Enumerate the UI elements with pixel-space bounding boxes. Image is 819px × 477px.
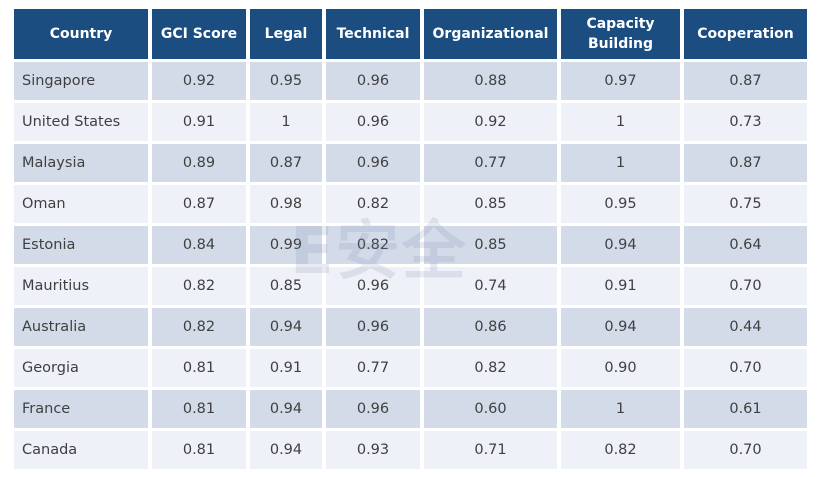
score-cell: 0.60 [424, 390, 557, 428]
table-row: Malaysia 0.89 0.87 0.96 0.77 1 0.87 [14, 144, 807, 182]
score-cell: 0.85 [250, 267, 322, 305]
score-cell: 0.82 [326, 185, 420, 223]
score-cell: 0.85 [424, 185, 557, 223]
header-cell: Technical [326, 9, 420, 59]
score-cell: 0.98 [250, 185, 322, 223]
table-row: Australia 0.82 0.94 0.96 0.86 0.94 0.44 [14, 308, 807, 346]
score-cell: 0.86 [424, 308, 557, 346]
score-cell: 0.82 [424, 349, 557, 387]
score-cell: 0.89 [152, 144, 246, 182]
score-cell: 1 [561, 390, 680, 428]
table-row: France 0.81 0.94 0.96 0.60 1 0.61 [14, 390, 807, 428]
score-cell: 0.70 [684, 267, 807, 305]
score-cell: 0.74 [424, 267, 557, 305]
country-cell: Australia [14, 308, 148, 346]
table-row: Mauritius 0.82 0.85 0.96 0.74 0.91 0.70 [14, 267, 807, 305]
score-cell: 0.87 [152, 185, 246, 223]
score-cell: 0.71 [424, 431, 557, 469]
country-cell: Georgia [14, 349, 148, 387]
score-cell: 0.44 [684, 308, 807, 346]
score-cell: 0.82 [326, 226, 420, 264]
score-cell: 0.90 [561, 349, 680, 387]
score-cell: 0.70 [684, 431, 807, 469]
score-cell: 0.84 [152, 226, 246, 264]
score-cell: 0.96 [326, 62, 420, 100]
score-cell: 0.75 [684, 185, 807, 223]
score-cell: 0.97 [561, 62, 680, 100]
header-row: Country GCI Score Legal Technical Organizati… [14, 9, 807, 59]
country-cell: Estonia [14, 226, 148, 264]
country-cell: Malaysia [14, 144, 148, 182]
score-cell: 0.85 [424, 226, 557, 264]
score-cell: 0.96 [326, 144, 420, 182]
score-cell: 0.81 [152, 349, 246, 387]
score-cell: 1 [250, 103, 322, 141]
score-cell: 0.87 [250, 144, 322, 182]
score-cell: 0.91 [152, 103, 246, 141]
score-cell: 0.82 [152, 308, 246, 346]
score-cell: 0.96 [326, 267, 420, 305]
score-cell: 0.94 [250, 431, 322, 469]
header-cell: Organizational [424, 9, 557, 59]
table-row: Canada 0.81 0.94 0.93 0.71 0.82 0.70 [14, 431, 807, 469]
score-cell: 0.94 [561, 226, 680, 264]
score-cell: 0.92 [152, 62, 246, 100]
table-body: Singapore 0.92 0.95 0.96 0.88 0.97 0.87 United … [14, 62, 807, 469]
score-cell: 0.95 [250, 62, 322, 100]
score-cell: 0.94 [250, 308, 322, 346]
score-cell: 0.95 [561, 185, 680, 223]
header-cell: Legal [250, 9, 322, 59]
score-cell: 0.87 [684, 144, 807, 182]
country-cell: United States [14, 103, 148, 141]
score-cell: 0.91 [250, 349, 322, 387]
score-cell: 0.77 [424, 144, 557, 182]
country-cell: Canada [14, 431, 148, 469]
score-cell: 0.88 [424, 62, 557, 100]
score-cell: 0.70 [684, 349, 807, 387]
score-cell: 0.96 [326, 390, 420, 428]
score-cell: 0.87 [684, 62, 807, 100]
score-cell: 0.82 [561, 431, 680, 469]
table-row: Georgia 0.81 0.91 0.77 0.82 0.90 0.70 [14, 349, 807, 387]
gci-table: Country GCI Score Legal Technical Organizati… [10, 6, 811, 472]
score-cell: 0.92 [424, 103, 557, 141]
score-cell: 0.91 [561, 267, 680, 305]
score-cell: 0.96 [326, 103, 420, 141]
header-cell: GCI Score [152, 9, 246, 59]
country-cell: France [14, 390, 148, 428]
table-row: Singapore 0.92 0.95 0.96 0.88 0.97 0.87 [14, 62, 807, 100]
header-cell: Country [14, 9, 148, 59]
score-cell: 1 [561, 103, 680, 141]
score-cell: 0.96 [326, 308, 420, 346]
score-cell: 0.61 [684, 390, 807, 428]
score-cell: 0.93 [326, 431, 420, 469]
score-cell: 0.64 [684, 226, 807, 264]
header-cell: Capacity Building [561, 9, 680, 59]
table-row: United States 0.91 1 0.96 0.92 1 0.73 [14, 103, 807, 141]
score-cell: 0.82 [152, 267, 246, 305]
table-row: Estonia 0.84 0.99 0.82 0.85 0.94 0.64 [14, 226, 807, 264]
score-cell: 0.81 [152, 431, 246, 469]
country-cell: Oman [14, 185, 148, 223]
country-cell: Mauritius [14, 267, 148, 305]
score-cell: 0.77 [326, 349, 420, 387]
score-cell: 0.81 [152, 390, 246, 428]
score-cell: 0.73 [684, 103, 807, 141]
score-cell: 0.94 [250, 390, 322, 428]
table-row: Oman 0.87 0.98 0.82 0.85 0.95 0.75 [14, 185, 807, 223]
country-cell: Singapore [14, 62, 148, 100]
score-cell: 1 [561, 144, 680, 182]
score-cell: 0.94 [561, 308, 680, 346]
header-cell: Cooperation [684, 9, 807, 59]
score-cell: 0.99 [250, 226, 322, 264]
